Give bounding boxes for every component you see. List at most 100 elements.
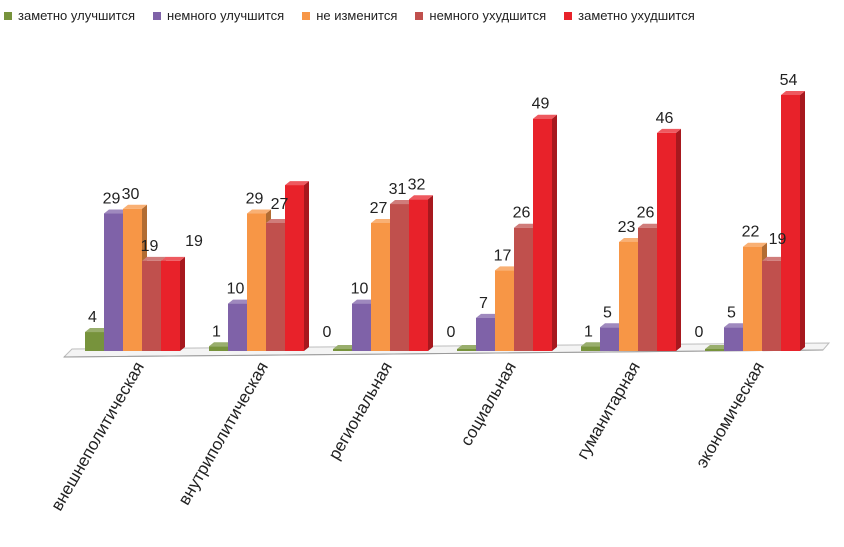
legend-item-4: немного ухудшится	[415, 8, 546, 23]
bar-4-5	[533, 114, 557, 351]
bar-top	[495, 266, 519, 271]
legend-item-2: немного улучшится	[153, 8, 284, 23]
bar-front	[390, 204, 409, 351]
legend-swatch-5	[564, 11, 573, 20]
data-label-5-5: 46	[656, 110, 674, 127]
bar-front	[638, 227, 657, 351]
bar-front	[619, 241, 638, 351]
legend-swatch-2	[153, 11, 162, 20]
bar-5-5	[657, 128, 681, 351]
bar-side	[552, 114, 557, 351]
bar-top	[581, 342, 605, 347]
legend-label-5: заметно ухудшится	[578, 8, 695, 23]
bar-side	[304, 181, 309, 351]
bar-side	[800, 91, 805, 351]
bar-top	[142, 256, 166, 261]
data-label-1-5: 19	[185, 233, 203, 250]
legend-swatch-1	[4, 11, 12, 20]
bar-top	[619, 237, 643, 242]
data-label-4-3: 17	[494, 247, 512, 264]
data-label-1-2: 29	[103, 191, 121, 208]
data-label-4-1: 0	[447, 324, 456, 341]
category-labels-group: внешнеполитическая внутриполитическая реги…	[47, 359, 768, 515]
bar-top	[333, 345, 357, 349]
data-label-6-1: 0	[695, 324, 704, 341]
bar-top	[285, 181, 309, 186]
bar-front	[161, 260, 180, 351]
bar-top	[705, 345, 729, 349]
bar-front	[514, 227, 533, 351]
bar-front	[333, 349, 352, 351]
data-label-5-2: 5	[603, 304, 612, 321]
bar-top	[600, 323, 624, 328]
bar-front	[762, 260, 781, 351]
bar-top	[104, 209, 128, 214]
data-label-1-1: 4	[88, 309, 97, 326]
data-label-4-4: 26	[513, 205, 531, 222]
bar-top	[371, 219, 395, 223]
bar-front	[743, 246, 762, 351]
bar-front	[371, 223, 390, 351]
bar-1-5	[161, 256, 185, 351]
data-label-5-3: 23	[618, 219, 636, 236]
bar-front	[85, 332, 104, 351]
category-label-5: гуманитарная	[573, 359, 644, 463]
bar-front	[142, 260, 161, 351]
bar-front	[209, 346, 228, 351]
bar-front	[104, 213, 123, 351]
bar-3-5	[409, 195, 433, 351]
legend-label-3: не изменится	[316, 8, 398, 23]
category-label-4: социальная	[457, 359, 520, 450]
bar-top	[724, 323, 748, 328]
data-label-3-3: 27	[370, 200, 388, 217]
data-label-3-2: 10	[351, 281, 369, 298]
bar-front	[352, 303, 371, 351]
bar-2-5	[285, 181, 309, 351]
bar-front	[657, 132, 676, 351]
data-label-2-1: 1	[212, 323, 221, 340]
bar-top	[85, 328, 109, 333]
bar-front	[285, 185, 304, 351]
category-label-3: региональная	[325, 359, 396, 464]
category-label-6: экономическая	[692, 359, 768, 472]
bar-top	[476, 313, 500, 318]
bar-top	[514, 223, 538, 228]
bar-side	[428, 195, 433, 351]
data-label-1-3: 30	[122, 186, 140, 203]
bar-side	[180, 256, 185, 351]
bar-front	[247, 213, 266, 351]
data-label-6-4: 19	[769, 231, 787, 248]
legend-swatch-3	[302, 11, 311, 20]
bar-top	[457, 345, 481, 349]
legend-item-3: не изменится	[302, 8, 397, 23]
bar-front	[123, 208, 142, 351]
x-axis-line	[63, 349, 824, 358]
bar-top	[657, 128, 681, 133]
bar-top	[266, 219, 290, 223]
bar-top	[352, 299, 376, 304]
bar-front	[581, 346, 600, 351]
bar-front	[600, 327, 619, 351]
data-label-5-1: 1	[584, 323, 593, 340]
bar-top	[228, 299, 252, 304]
data-label-6-2: 5	[727, 304, 736, 321]
bar-front	[228, 303, 247, 351]
bar-front	[476, 317, 495, 351]
bar-front	[409, 199, 428, 351]
data-label-2-3: 29	[246, 191, 264, 208]
bar-top	[247, 209, 271, 214]
legend-label-1: заметно улучшится	[18, 8, 136, 23]
category-label-1: внешнеполитическая	[47, 359, 148, 515]
data-label-5-4: 26	[637, 205, 655, 222]
bar-top	[638, 223, 662, 228]
bar-front	[457, 349, 476, 351]
data-label-2-4: 27	[271, 196, 289, 213]
bar-front	[495, 270, 514, 351]
bar-top	[409, 195, 433, 200]
data-label-4-5: 49	[532, 96, 550, 113]
bar-front	[705, 349, 724, 351]
bar-top	[209, 342, 233, 347]
legend-item-5: заметно ухудшится	[564, 8, 695, 23]
